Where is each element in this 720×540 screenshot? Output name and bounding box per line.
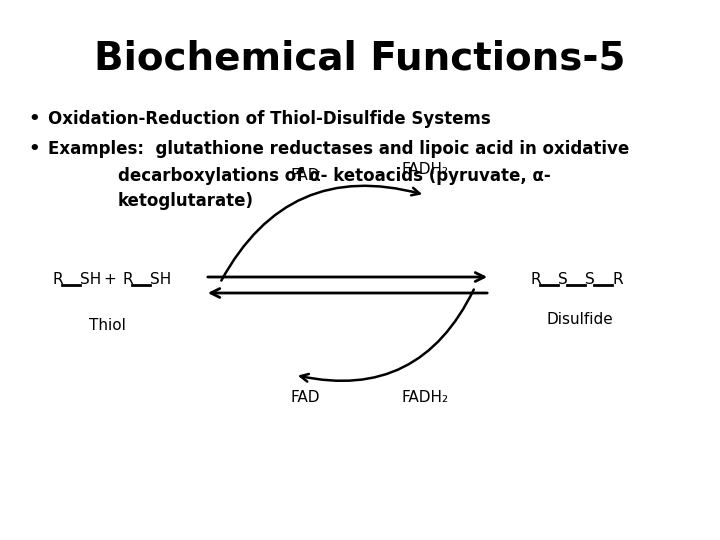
Text: R: R — [122, 272, 132, 287]
Text: ketoglutarate): ketoglutarate) — [118, 192, 254, 210]
Text: S: S — [585, 272, 595, 287]
Text: R: R — [530, 272, 541, 287]
Text: SH: SH — [150, 272, 171, 287]
Text: FAD: FAD — [290, 167, 320, 183]
Text: R: R — [612, 272, 623, 287]
Text: •: • — [28, 110, 40, 128]
Text: Biochemical Functions-5: Biochemical Functions-5 — [94, 40, 626, 78]
Text: Disulfide: Disulfide — [546, 313, 613, 327]
Text: Examples:  glutathione reductases and lipoic acid in oxidative: Examples: glutathione reductases and lip… — [48, 140, 629, 158]
Text: Oxidation-Reduction of Thiol-Disulfide Systems: Oxidation-Reduction of Thiol-Disulfide S… — [48, 110, 491, 128]
Text: S: S — [558, 272, 568, 287]
Text: +: + — [104, 272, 117, 287]
Text: FADH₂: FADH₂ — [402, 389, 449, 404]
Text: •: • — [28, 140, 40, 158]
Text: FAD: FAD — [290, 389, 320, 404]
Text: SH: SH — [80, 272, 102, 287]
Text: Thiol: Thiol — [89, 318, 125, 333]
Text: FADH₂: FADH₂ — [402, 163, 449, 178]
Text: decarboxylations of α- ketoacids (pyruvate, α-: decarboxylations of α- ketoacids (pyruva… — [118, 167, 551, 185]
Text: R: R — [52, 272, 63, 287]
